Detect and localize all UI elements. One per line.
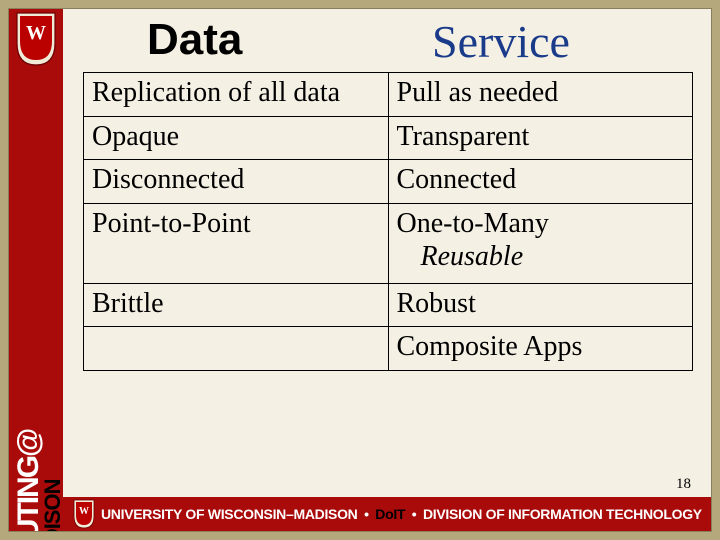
- cell-service: One-to-ManyReusable: [388, 203, 693, 283]
- table-row: Composite Apps: [84, 327, 693, 371]
- svg-text:W: W: [26, 22, 46, 44]
- slide-content: Data Service Replication of all dataPull…: [63, 9, 711, 497]
- cell-data: [84, 327, 389, 371]
- uw-crest-small-icon: W: [73, 499, 95, 529]
- cell-service: Pull as needed: [388, 73, 693, 117]
- table-row: DisconnectedConnected: [84, 160, 693, 204]
- table-row: Point-to-PointOne-to-ManyReusable: [84, 203, 693, 283]
- footer-part2: DoIT: [375, 506, 405, 522]
- bullet-icon: •: [412, 506, 417, 522]
- cell-data: Point-to-Point: [84, 203, 389, 283]
- footer-part3: DIVISION OF INFORMATION TECHNOLOGY: [423, 506, 702, 522]
- uw-crest-icon: W: [15, 11, 57, 67]
- header-data: Data: [107, 15, 398, 68]
- comparison-table: Replication of all dataPull as neededOpa…: [83, 72, 693, 371]
- page-number: 18: [676, 476, 691, 493]
- svg-text:W: W: [79, 506, 89, 517]
- slide: W COMPUTING@ UW–MADISON Data Service Rep…: [8, 8, 712, 532]
- column-headers: Data Service: [83, 15, 693, 68]
- cell-data: Replication of all data: [84, 73, 389, 117]
- cell-data: Disconnected: [84, 160, 389, 204]
- table-row: OpaqueTransparent: [84, 116, 693, 160]
- cell-service: Composite Apps: [388, 327, 693, 371]
- sidebar-banner: COMPUTING@ UW–MADISON: [12, 430, 63, 531]
- cell-service: Robust: [388, 283, 693, 327]
- bullet-icon: •: [364, 506, 369, 522]
- table-row: Replication of all dataPull as needed: [84, 73, 693, 117]
- footer-text: UNIVERSITY OF WISCONSIN–MADISON • DoIT •…: [101, 506, 702, 522]
- comparison-table-body: Replication of all dataPull as neededOpa…: [84, 73, 693, 371]
- footer-part1: UNIVERSITY OF WISCONSIN–MADISON: [101, 506, 357, 522]
- cell-service-sub: Reusable: [397, 240, 685, 274]
- table-row: BrittleRobust: [84, 283, 693, 327]
- cell-data: Opaque: [84, 116, 389, 160]
- header-service: Service: [398, 15, 683, 68]
- left-brand-sidebar: W COMPUTING@ UW–MADISON: [9, 9, 63, 531]
- cell-data: Brittle: [84, 283, 389, 327]
- cell-service: Transparent: [388, 116, 693, 160]
- cell-service: Connected: [388, 160, 693, 204]
- footer-bar: W UNIVERSITY OF WISCONSIN–MADISON • DoIT…: [63, 497, 711, 531]
